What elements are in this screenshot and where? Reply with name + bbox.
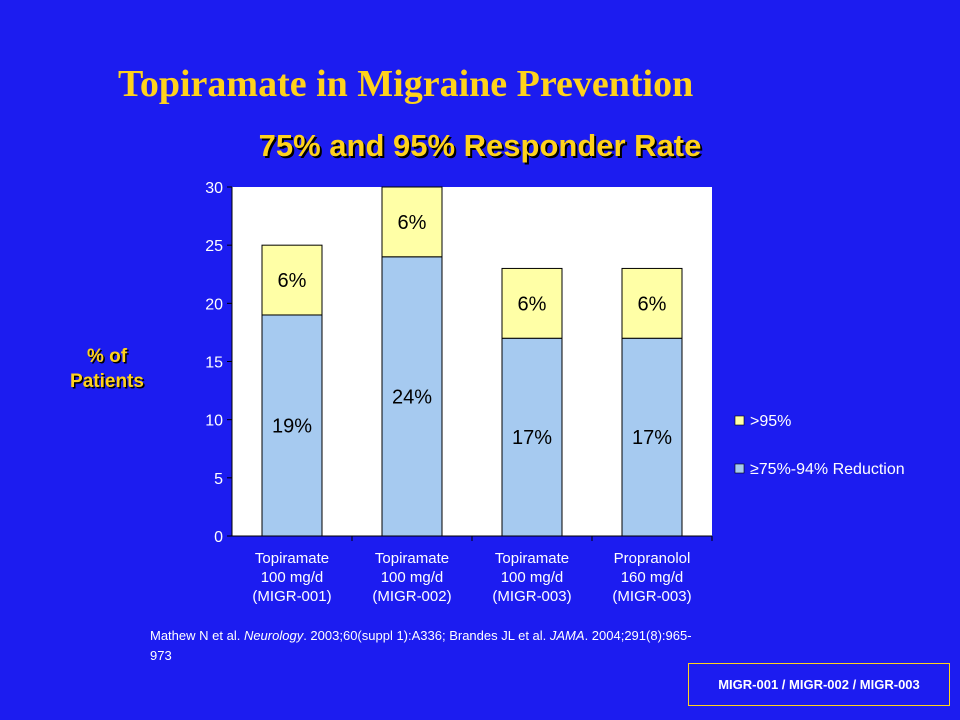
study-id-box: MIGR-001 / MIGR-002 / MIGR-003 bbox=[688, 663, 950, 706]
citation: Mathew N et al. Neurology. 2003;60(suppl… bbox=[150, 626, 710, 666]
x-tick-label: 100 mg/d bbox=[381, 569, 444, 586]
legend-swatch bbox=[734, 415, 745, 426]
legend-swatch bbox=[734, 463, 745, 474]
x-tick-label: Propranolol bbox=[614, 550, 691, 567]
citation-text-1: Mathew N et al. bbox=[150, 628, 244, 643]
x-tick-label: (MIGR-003) bbox=[612, 588, 691, 605]
bar-segment bbox=[501, 337, 563, 537]
x-tick-label: (MIGR-003) bbox=[492, 588, 571, 605]
y-axis-label-line-2: Patients bbox=[70, 371, 144, 392]
legend-label: >95% bbox=[750, 413, 791, 430]
study-id-label: MIGR-001 / MIGR-002 / MIGR-003 bbox=[718, 677, 920, 692]
bar-value-label: 17% bbox=[512, 427, 552, 449]
x-tick-label: Topiramate bbox=[375, 550, 449, 567]
bar-value-label: 24% bbox=[392, 386, 432, 408]
x-tick-label: 100 mg/d bbox=[261, 569, 324, 586]
x-tick-label: 160 mg/d bbox=[621, 569, 684, 586]
bar-segment bbox=[501, 267, 563, 339]
x-tick-label: Topiramate bbox=[495, 550, 569, 567]
y-axis-label: % of Patients bbox=[52, 344, 162, 394]
y-tick-label: 0 bbox=[214, 529, 223, 546]
bar-segment bbox=[261, 244, 323, 316]
chart-title: 75% and 95% Responder Rate bbox=[258, 128, 702, 163]
bar-segment bbox=[261, 314, 323, 537]
x-tick-label: 100 mg/d bbox=[501, 569, 564, 586]
bar-value-label: 6% bbox=[518, 293, 547, 315]
y-tick-label: 30 bbox=[205, 180, 223, 197]
y-tick-label: 10 bbox=[205, 413, 223, 430]
bar-value-label: 19% bbox=[272, 415, 312, 437]
citation-journal-2: JAMA bbox=[549, 628, 585, 643]
bar-value-label: 17% bbox=[632, 427, 672, 449]
citation-journal-1: Neurology bbox=[243, 628, 304, 643]
y-tick-label: 20 bbox=[205, 296, 223, 313]
legend-label: ≥75%-94% Reduction bbox=[750, 461, 905, 478]
bar-segment bbox=[381, 186, 443, 258]
x-tick-label: Topiramate bbox=[255, 550, 329, 567]
y-tick-label: 15 bbox=[205, 355, 223, 372]
bar-segment bbox=[621, 267, 683, 339]
x-tick-label: (MIGR-001) bbox=[252, 588, 331, 605]
slide-title: Topiramate in Migraine Prevention bbox=[118, 63, 694, 105]
bar-value-label: 6% bbox=[638, 293, 667, 315]
citation-text-2: . 2003;60(suppl 1):A336; Brandes JL et a… bbox=[303, 628, 550, 643]
y-axis-label-line-1: % of bbox=[86, 346, 128, 367]
bar-value-label: 6% bbox=[398, 212, 427, 234]
y-tick-label: 25 bbox=[205, 238, 223, 255]
citation-text-3: . 2004;291(8):965-973 bbox=[150, 628, 692, 663]
bar-value-label: 6% bbox=[278, 270, 307, 292]
bar-segment bbox=[621, 337, 683, 537]
y-tick-label: 5 bbox=[214, 471, 223, 488]
x-tick-label: (MIGR-002) bbox=[372, 588, 451, 605]
